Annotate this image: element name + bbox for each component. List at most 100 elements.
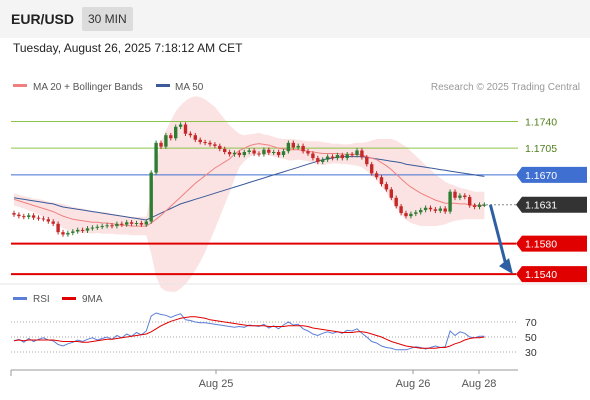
candle-body xyxy=(203,142,207,144)
candle-body xyxy=(252,150,256,154)
candle-body xyxy=(404,213,408,217)
candle-body xyxy=(95,226,99,228)
candle-body xyxy=(208,142,212,145)
timeframe-button[interactable]: 30 MIN xyxy=(82,7,133,31)
candle-body xyxy=(242,152,246,156)
candle-body xyxy=(227,152,232,155)
rsi-legend-label: RSI xyxy=(33,294,50,305)
chart-header: EUR/USD 30 MIN xyxy=(0,0,590,38)
candle-body xyxy=(321,159,325,162)
candle-body xyxy=(468,197,472,206)
level-badge-1.1540 xyxy=(516,266,587,283)
rsi-tick-50: 50 xyxy=(525,332,537,344)
forecast-arrow xyxy=(488,204,513,275)
level-badge-text-1.1670: 1.1670 xyxy=(525,170,557,182)
bollinger-bands xyxy=(14,96,485,292)
candle-body xyxy=(36,217,41,219)
ma20-legend-label: MA 20 + Bollinger Bands xyxy=(33,82,143,93)
candle-body xyxy=(105,225,109,227)
level-label-1.1705: 1.1705 xyxy=(525,143,557,155)
candle-body xyxy=(56,223,60,233)
x-tick-label: Aug 26 xyxy=(396,378,431,390)
candle-body xyxy=(183,124,188,134)
candle-body xyxy=(144,221,148,225)
candle-body xyxy=(66,232,70,235)
candle-body xyxy=(276,152,281,156)
candle-body xyxy=(223,148,227,152)
timestamp: Tuesday, August 26, 2025 7:18:12 AM CET xyxy=(13,41,243,55)
candle-body xyxy=(110,225,114,227)
candle-body xyxy=(477,204,482,207)
candle-body xyxy=(448,191,452,212)
candle-body xyxy=(379,177,384,185)
ma20-legend-swatch xyxy=(13,84,27,87)
candle-body xyxy=(61,232,65,235)
candle-body xyxy=(301,145,305,152)
candle-body xyxy=(232,152,237,155)
candle-body xyxy=(31,215,36,218)
candle-body xyxy=(384,184,389,190)
candle-body xyxy=(458,195,462,198)
ma9-legend-label: 9MA xyxy=(82,294,103,305)
level-badge-text-1.1580: 1.1580 xyxy=(525,239,557,251)
candle-body xyxy=(345,154,349,159)
candle-body xyxy=(472,205,477,207)
candle-body xyxy=(423,207,428,211)
candle-body xyxy=(296,145,300,148)
candle-body xyxy=(257,153,261,155)
candle-body xyxy=(433,209,438,211)
candle-body xyxy=(247,150,251,152)
candle-body xyxy=(51,221,55,224)
ma50-legend-label: MA 50 xyxy=(175,82,204,93)
x-tick-label: Aug 25 xyxy=(199,378,234,390)
ma50-legend-swatch xyxy=(156,84,170,87)
candle-body xyxy=(139,223,144,225)
candle-body xyxy=(340,155,344,159)
candle-body xyxy=(370,164,374,174)
candle-body xyxy=(374,173,379,178)
moving-averages xyxy=(13,143,485,227)
credit-label: Research © 2025 Trading Central xyxy=(431,82,580,93)
candle-body xyxy=(237,152,242,156)
candle-body xyxy=(193,135,197,140)
candle-body xyxy=(428,207,433,210)
candle-body xyxy=(22,216,26,218)
candle-body xyxy=(41,218,46,220)
candle-body xyxy=(389,189,393,198)
candle-body xyxy=(330,156,335,159)
rsi-series-9MA xyxy=(13,316,485,349)
candle-body xyxy=(188,133,193,136)
level-badge-text-1.1631: 1.1631 xyxy=(525,200,557,212)
candle-body xyxy=(438,208,442,211)
candle-body xyxy=(453,191,457,198)
candle-body xyxy=(306,151,310,154)
candle-body xyxy=(355,150,359,156)
candle-body xyxy=(286,142,291,152)
candle-body xyxy=(174,126,178,139)
price-level-labels: 1.1740 1.1705 1.1670 1.1631 1.1580 1.1540 xyxy=(516,116,587,283)
candle-body xyxy=(169,135,173,139)
candle-body xyxy=(100,226,104,228)
level-badge-1.1580 xyxy=(516,235,587,252)
x-axis-labels: Aug 25 Aug 26 Aug 28 xyxy=(10,370,496,390)
rsi-panel: 70 50 30 xyxy=(11,312,537,359)
candle-body xyxy=(134,223,139,225)
level-badge-text-1.1540: 1.1540 xyxy=(525,269,557,281)
ma50-line xyxy=(13,156,485,221)
candle-body xyxy=(178,124,183,127)
candle-body xyxy=(90,227,95,229)
candle-body xyxy=(350,154,354,156)
forecast-arrow-head xyxy=(499,258,513,275)
candle-body xyxy=(463,195,467,198)
price-levels xyxy=(11,120,518,276)
symbol-label: EUR/USD xyxy=(11,11,75,27)
candle-body xyxy=(365,157,369,165)
candle-body xyxy=(335,155,340,159)
bollinger-band-area xyxy=(14,96,485,292)
candle-body xyxy=(213,144,217,146)
candle-body xyxy=(443,208,447,212)
candle-body xyxy=(27,215,31,217)
candle-body xyxy=(76,229,80,232)
candle-body xyxy=(154,142,158,173)
